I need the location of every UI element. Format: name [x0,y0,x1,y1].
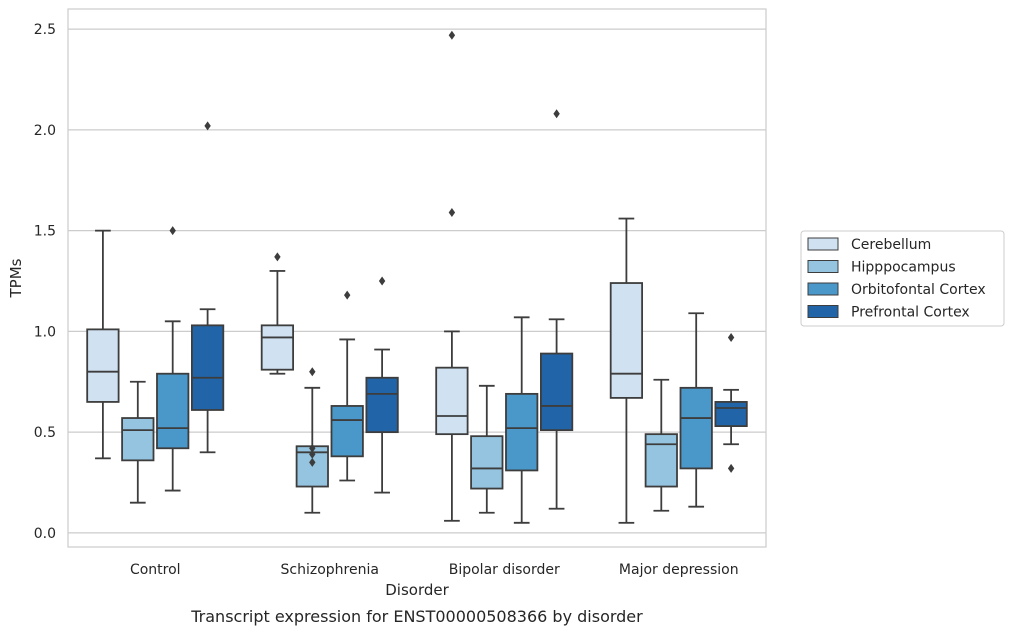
outlier-point [727,332,735,342]
box-prefrontal-cortex [190,121,225,454]
x-axis-ticks: Control Schizophrenia Bipolar disorder Majo… [130,562,739,578]
outlier-point [274,252,281,262]
box-prefrontal-cortex [539,109,574,510]
box-body [190,324,225,411]
box-orbitofontal-cortex [505,316,539,524]
outlier-point [448,208,456,218]
y-tick-label: 2.5 [34,22,56,38]
legend-label: Cerebellum [851,237,931,253]
outlier-point [553,109,560,119]
outlier-point [378,276,386,286]
box-body [679,386,713,470]
x-tick-label: Schizophrenia [281,562,379,578]
box-body [156,372,190,450]
box-body [86,328,120,403]
legend-frame [800,230,1005,327]
outlier-point [448,30,456,40]
box-body [330,405,364,458]
box-body [714,401,748,428]
box-hipppocampus [121,380,155,504]
box-body [365,376,399,434]
legend-label: Hipppocampus [851,260,956,276]
plot-area [67,8,767,548]
legend: Cerebellum Hipppocampus Orbitofontal Corte… [800,230,1005,327]
box-body [505,392,539,472]
box-hipppocampus [295,367,329,514]
box-orbitofontal-cortex [330,290,364,482]
outlier-point [204,121,211,131]
box-body [609,282,644,399]
x-tick-label: Control [130,562,181,578]
box-body [470,435,504,490]
box-cerebellum [435,30,469,522]
y-tick-label: 1.0 [34,324,56,340]
box-prefrontal-cortex [365,276,399,494]
outlier-point [309,449,316,459]
y-tick-label: 0.0 [34,526,56,542]
y-axis-title: TPMs [7,258,25,298]
box-series [86,30,748,524]
y-axis-ticks: 0.0 0.5 1.0 1.5 2.0 2.5 [34,22,56,542]
legend-swatch [807,282,839,296]
outlier-point [344,290,351,300]
box-cerebellum [609,217,644,524]
legend-label: Prefrontal Cortex [851,305,970,321]
box-hipppocampus [644,378,678,512]
box-cerebellum [260,252,295,375]
box-hipppocampus [470,384,504,514]
box-orbitofontal-cortex [679,312,713,508]
box-orbitofontal-cortex [156,226,190,492]
outlier-point [727,463,735,473]
legend-swatch [807,305,839,318]
y-tick-label: 1.5 [34,224,56,240]
legend-label: Orbitofontal Cortex [851,282,986,298]
y-tick-label: 0.5 [34,425,56,441]
outlier-point [309,457,316,467]
box-prefrontal-cortex [714,332,748,473]
outlier-point [169,226,176,236]
x-axis-title: Disorder [385,581,449,599]
y-tick-label: 2.0 [34,123,56,139]
outlier-point [309,443,316,453]
legend-swatch [807,260,839,273]
x-tick-label: Bipolar disorder [449,562,560,578]
legend-swatch [807,237,839,251]
outlier-point [309,367,316,377]
box-body [644,433,678,488]
box-body [260,324,295,371]
x-tick-label: Major depression [619,562,739,578]
box-cerebellum [86,229,120,460]
chart-caption: Transcript expression for ENST0000050836… [190,607,643,626]
box-body [539,352,574,432]
box-body [435,366,469,436]
box-body [121,417,155,462]
